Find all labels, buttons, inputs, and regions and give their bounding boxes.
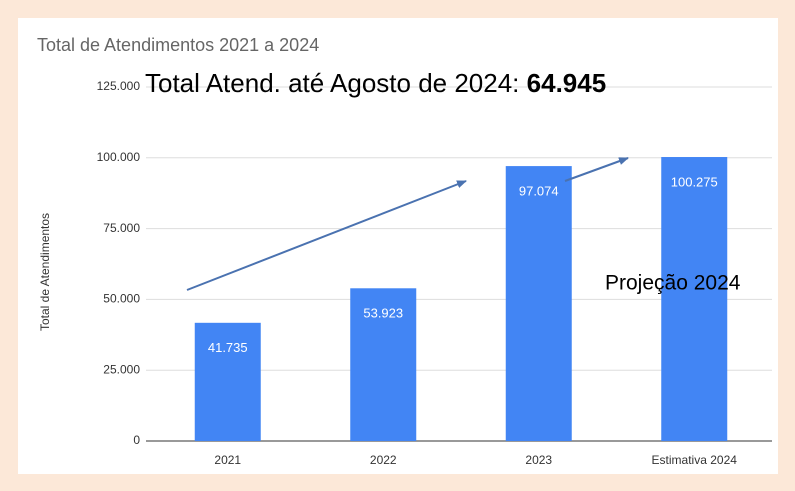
value-label: 97.074: [519, 184, 559, 199]
bar: [661, 157, 728, 442]
x-tick-label: Estimativa 2024: [652, 453, 738, 467]
trend-arrow: [564, 157, 629, 182]
y-tick-label: 75.000: [103, 221, 140, 235]
annotation: Total Atend. até Agosto de 2024: 64.945: [145, 68, 606, 98]
annotation-text: Total Atend. até Agosto de 2024:: [145, 68, 519, 98]
y-tick-label: 25.000: [103, 362, 140, 376]
trend-arrow: [186, 180, 467, 291]
plot: 0 25.000 50.000 75.000 100.000 125.000 2021 41.…: [97, 79, 772, 467]
bar: [505, 166, 572, 441]
value-label: 53.923: [363, 306, 403, 321]
y-tick-label: 0: [133, 433, 140, 447]
x-tick-label: 2022: [370, 453, 397, 467]
y-tick-label: 50.000: [103, 292, 140, 306]
y-axis-label: Total de Atendimentos: [38, 213, 52, 331]
annotation-highlight: 64.945: [527, 68, 607, 98]
bar: [350, 288, 417, 441]
y-tick-label: 125.000: [97, 79, 141, 93]
x-tick-label: 2023: [525, 453, 552, 467]
annotation: Projeção 2024: [605, 272, 741, 295]
y-tick-label: 100.000: [97, 150, 141, 164]
bar: [194, 322, 261, 441]
value-label: 100.275: [671, 174, 718, 189]
value-label: 41.735: [208, 340, 248, 355]
chart-title: Total de Atendimentos 2021 a 2024: [37, 35, 319, 55]
x-tick-label: 2021: [214, 453, 241, 467]
